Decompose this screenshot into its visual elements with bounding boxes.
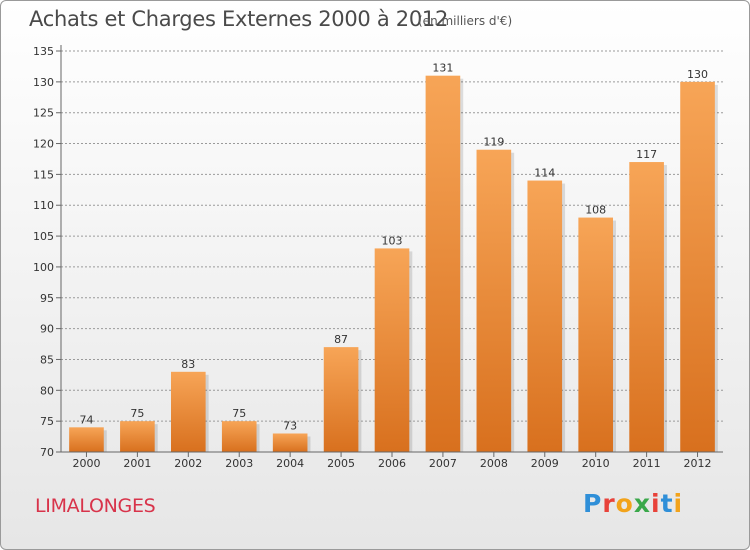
x-tick-label: 2005 bbox=[327, 457, 355, 470]
bar bbox=[374, 248, 410, 452]
data-label: 108 bbox=[585, 204, 606, 217]
chart-subtitle: (en milliers d'€) bbox=[418, 14, 513, 28]
y-tick-label: 130 bbox=[33, 76, 54, 89]
bar bbox=[221, 421, 257, 452]
bar bbox=[323, 347, 359, 452]
bar bbox=[170, 371, 206, 452]
x-tick-label: 2011 bbox=[633, 457, 661, 470]
x-tick-label: 2012 bbox=[684, 457, 712, 470]
logo-letter: o bbox=[615, 489, 634, 518]
x-tick-label: 2009 bbox=[531, 457, 559, 470]
y-tick-label: 120 bbox=[33, 138, 54, 151]
logo-letter: r bbox=[602, 489, 616, 518]
y-tick-label: 95 bbox=[40, 292, 54, 305]
data-label: 130 bbox=[687, 68, 708, 81]
data-label: 83 bbox=[181, 358, 195, 371]
bar bbox=[476, 149, 512, 452]
data-label: 117 bbox=[636, 148, 657, 161]
bar bbox=[527, 180, 563, 453]
x-tick-label: 2000 bbox=[72, 457, 100, 470]
town-name: LIMALONGES bbox=[35, 495, 156, 517]
data-label: 73 bbox=[283, 419, 297, 432]
bar bbox=[578, 217, 614, 452]
bar bbox=[272, 433, 308, 452]
logo-letter: i bbox=[651, 489, 661, 518]
x-tick-label: 2003 bbox=[225, 457, 253, 470]
data-label: 103 bbox=[382, 234, 403, 247]
y-tick-label: 75 bbox=[40, 415, 54, 428]
x-tick-label: 2010 bbox=[582, 457, 610, 470]
logo-letter: P bbox=[583, 489, 603, 518]
data-label: 74 bbox=[79, 413, 93, 426]
bar bbox=[120, 421, 155, 452]
y-tick-label: 80 bbox=[40, 384, 54, 397]
bar bbox=[680, 81, 715, 452]
x-tick-label: 2006 bbox=[378, 457, 406, 470]
bar bbox=[629, 162, 664, 453]
y-tick-label: 70 bbox=[40, 446, 54, 459]
proxiti-logo: Proxiti bbox=[583, 489, 683, 518]
x-tick-label: 2001 bbox=[123, 457, 151, 470]
x-tick-label: 2008 bbox=[480, 457, 508, 470]
y-tick-label: 115 bbox=[33, 168, 54, 181]
y-tick-label: 105 bbox=[33, 230, 54, 243]
data-label: 114 bbox=[534, 167, 555, 180]
chart-title: Achats et Charges Externes 2000 à 2012 bbox=[29, 7, 449, 31]
logo-letter: i bbox=[673, 489, 684, 518]
data-label: 75 bbox=[232, 407, 246, 420]
y-tick-label: 100 bbox=[33, 261, 54, 274]
x-tick-label: 2007 bbox=[429, 457, 457, 470]
bar bbox=[425, 75, 461, 452]
logo-letter: t bbox=[660, 489, 674, 518]
bar bbox=[69, 427, 104, 452]
data-label: 75 bbox=[130, 407, 144, 420]
x-tick-label: 2002 bbox=[174, 457, 202, 470]
x-tick-label: 2004 bbox=[276, 457, 304, 470]
y-tick-label: 90 bbox=[40, 323, 54, 336]
y-tick-label: 125 bbox=[33, 107, 54, 120]
y-tick-label: 85 bbox=[40, 353, 54, 366]
data-label: 87 bbox=[334, 333, 348, 346]
y-tick-label: 110 bbox=[33, 199, 54, 212]
logo-letter: x bbox=[633, 489, 651, 518]
y-tick-label: 135 bbox=[33, 45, 54, 58]
data-label: 131 bbox=[432, 62, 453, 75]
data-label: 119 bbox=[483, 136, 504, 149]
